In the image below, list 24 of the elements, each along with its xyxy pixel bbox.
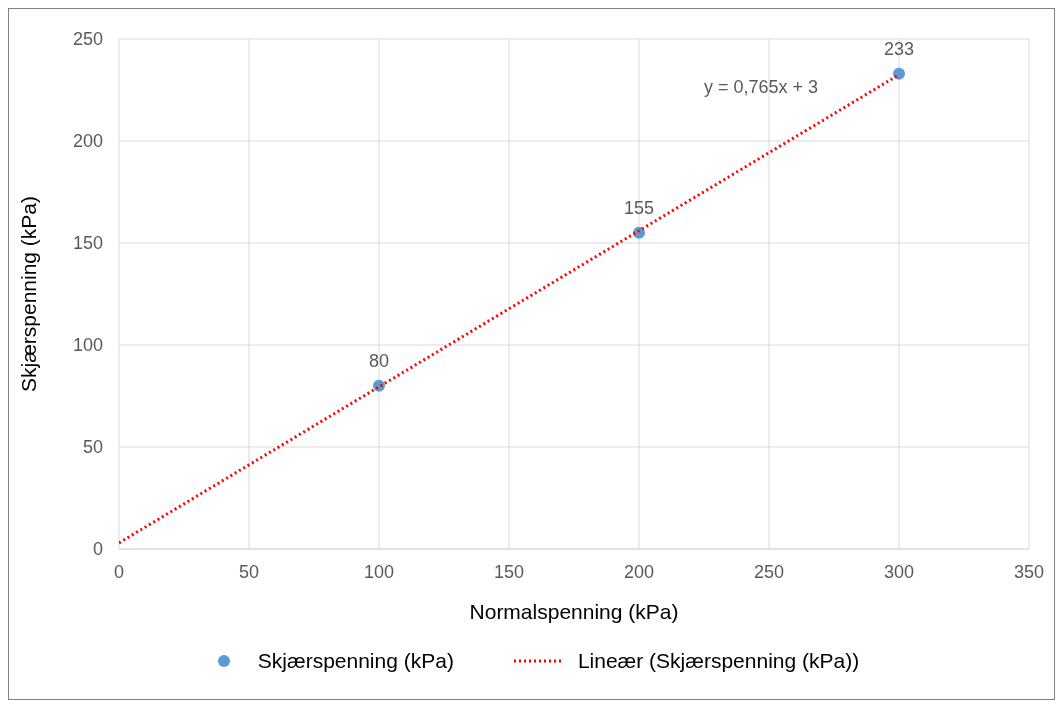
legend-label: Lineær (Skjærspenning (kPa)): [577, 649, 860, 673]
x-tick-label: 350: [1013, 561, 1045, 582]
data-label: 233: [883, 39, 915, 60]
x-axis-title: Normalspenning (kPa): [469, 600, 679, 623]
y-tick-label: 0: [92, 539, 103, 560]
data-label: 155: [623, 198, 655, 219]
y-tick-label: 50: [82, 437, 103, 458]
legend-label: Skjærspenning (kPa): [257, 649, 454, 673]
x-tick-label: 100: [363, 561, 395, 582]
data-label: 80: [368, 351, 390, 372]
y-axis-title: Skjærspenning (kPa): [17, 195, 41, 393]
x-tick-label: 150: [493, 561, 525, 582]
point: [893, 67, 905, 80]
y-tick-label: 200: [72, 131, 103, 152]
x-tick-label: 300: [883, 561, 915, 582]
x-tick-label: 0: [113, 561, 125, 582]
y-tick-label: 150: [72, 233, 103, 254]
x-tick-label: 50: [238, 561, 260, 582]
annotation: y = 0,765x + 3: [704, 77, 819, 98]
y-tick-label: 250: [72, 29, 103, 50]
x-tick-label: 200: [623, 561, 655, 582]
point: [373, 379, 385, 392]
x-tick-label: 250: [753, 561, 785, 582]
y-tick-label: 100: [72, 335, 103, 356]
